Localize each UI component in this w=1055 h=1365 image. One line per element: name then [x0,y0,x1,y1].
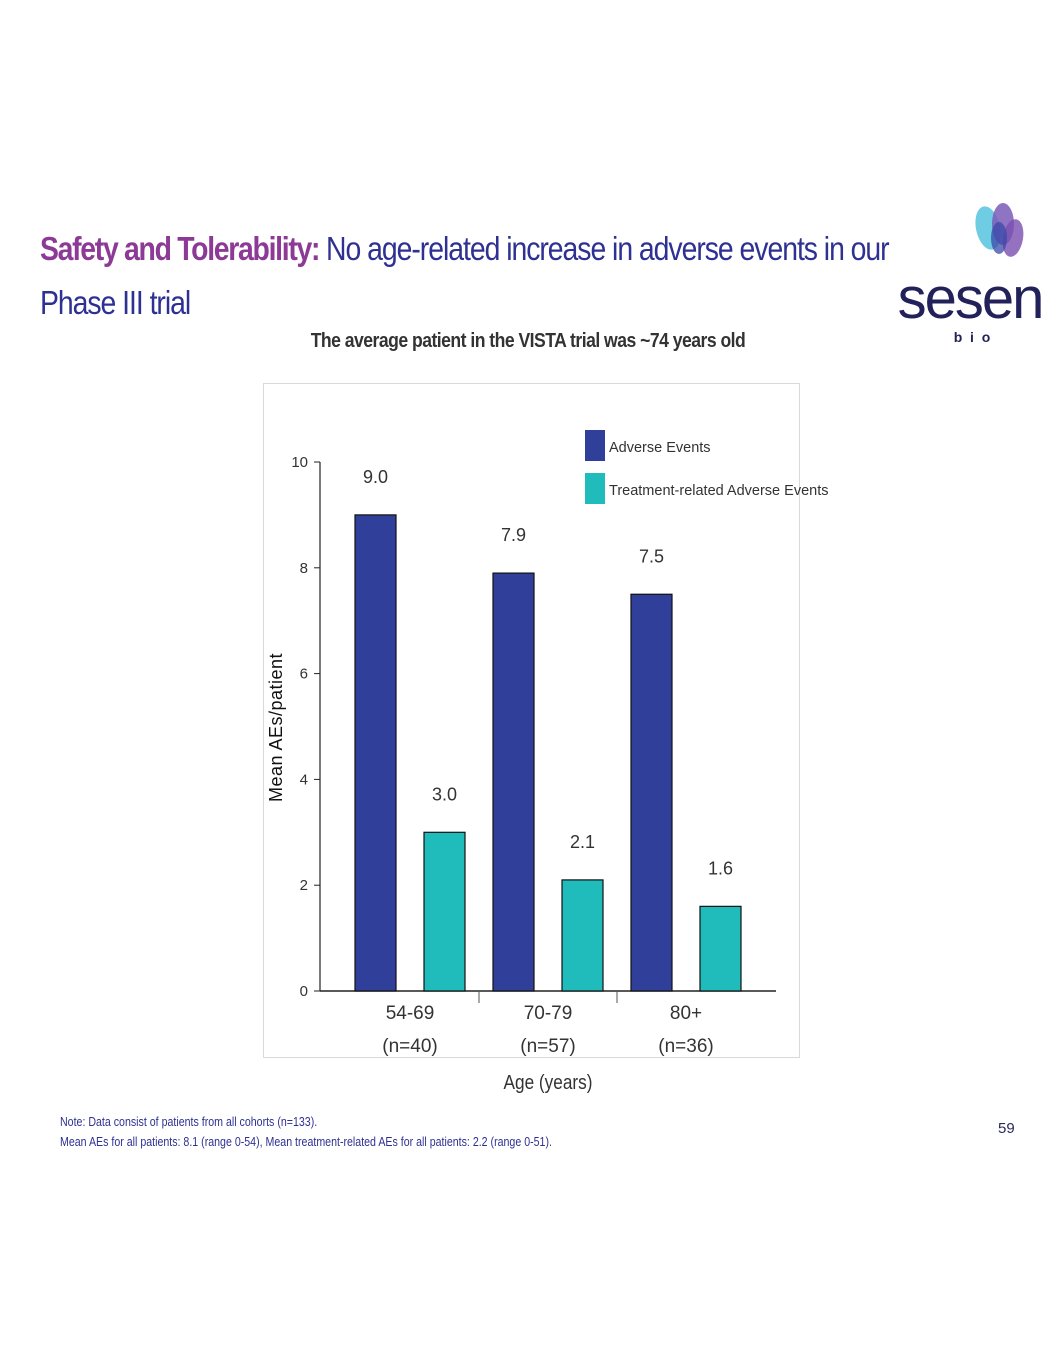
data-label: 9.0 [363,467,388,487]
legend-label: Adverse Events [609,440,711,456]
y-tick-label: 4 [300,771,308,788]
legend-swatch [585,473,605,504]
footnote: Note: Data consist of patients from all … [60,1112,552,1152]
x-tick-sublabel: (n=57) [520,1036,575,1057]
y-axis-title: Mean AEs/patient [266,653,286,802]
bar-adverse-events [492,572,535,992]
y-tick-label: 8 [300,560,308,577]
x-axis-title: Age (years) [503,1072,593,1094]
title-rest: No age-related increase in adverse event… [326,230,890,267]
x-tick-sublabel: (n=40) [382,1036,437,1057]
x-tick-label: 80+ [670,1003,702,1024]
title-lead: Safety and Tolerability: [40,230,320,267]
logo-wordmark: sesen [898,266,1043,331]
x-tick-label: 70-79 [524,1003,573,1024]
data-label: 1.6 [708,858,733,878]
petal-icon: sesen b i o [898,203,1044,345]
chart-frame [263,383,800,1058]
bar-treatment-related [699,905,742,992]
footnote-line2: Mean AEs for all patients: 8.1 (range 0-… [60,1135,552,1149]
bar-treatment-related [561,879,604,992]
logo-sub: b i o [954,329,991,345]
y-tick-label: 6 [300,666,308,683]
data-label: 3.0 [432,784,457,804]
bar-adverse-events [354,514,397,992]
legend-label: Treatment-related Adverse Events [609,483,828,499]
y-tick-label: 2 [300,877,308,894]
legend-swatch [585,430,605,461]
bar-treatment-related [423,831,466,992]
footnote-line1: Note: Data consist of patients from all … [60,1115,318,1129]
slide-title: Safety and Tolerability: No age-related … [40,222,890,330]
y-tick-label: 10 [291,454,308,471]
chart-subtitle: The average patient in the VISTA trial w… [310,330,746,352]
data-label: 2.1 [570,832,595,852]
y-tick-label: 0 [300,983,308,1000]
bar-adverse-events [630,593,673,992]
data-label: 7.5 [639,546,664,566]
data-label: 7.9 [501,525,526,545]
page-number: 59 [998,1120,1015,1137]
title-line2: Phase III trial [40,284,191,321]
x-tick-label: 54-69 [386,1003,435,1024]
sesen-bio-logo: sesen b i o [895,200,1045,350]
x-tick-sublabel: (n=36) [658,1036,713,1057]
